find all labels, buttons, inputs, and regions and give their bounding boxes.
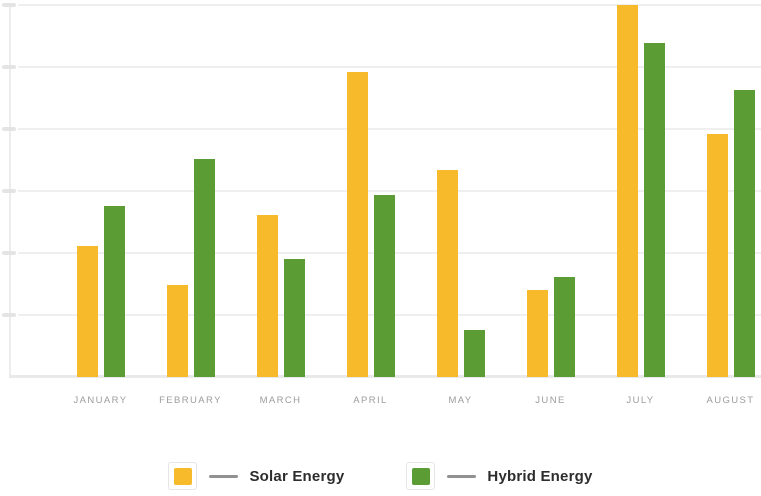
gridline: [18, 128, 761, 130]
bar-hybrid-energy-february[interactable]: [194, 159, 215, 377]
solar-energy-swatch-icon: [173, 467, 192, 485]
month-label-february: FEBRUARY: [159, 395, 222, 406]
month-label-may: MAY: [448, 395, 473, 406]
bar-solar-energy-july[interactable]: [617, 5, 638, 377]
bar-solar-energy-august[interactable]: [707, 134, 728, 377]
y-axis-tick: [2, 313, 16, 317]
y-axis-tick: [2, 189, 16, 193]
month-label-january: JANUARY: [73, 395, 128, 406]
legend-swatch-box: [406, 462, 436, 490]
legend-label: Hybrid Energy: [487, 467, 593, 485]
legend-label: Solar Energy: [249, 467, 345, 485]
month-label-july: JULY: [626, 395, 655, 406]
month-label-april: APRIL: [353, 395, 388, 406]
bar-solar-energy-june[interactable]: [527, 290, 548, 377]
bar-hybrid-energy-january[interactable]: [104, 206, 125, 377]
bar-solar-energy-april[interactable]: [347, 72, 368, 377]
bar-solar-energy-february[interactable]: [167, 285, 188, 377]
chart-legend: Solar Energy Hybrid Energy: [0, 462, 761, 490]
legend-swatch-box: [168, 462, 198, 490]
bar-hybrid-energy-august[interactable]: [734, 90, 755, 377]
y-axis-tick: [2, 3, 16, 7]
legend-dash-icon: [209, 474, 239, 478]
month-label-august: AUGUST: [706, 395, 755, 406]
y-axis-tick: [2, 127, 16, 131]
bar-hybrid-energy-june[interactable]: [554, 277, 575, 377]
bar-solar-energy-may[interactable]: [437, 170, 458, 377]
y-axis-tick: [2, 65, 16, 69]
legend-item-hybrid-energy[interactable]: Hybrid Energy: [406, 462, 592, 490]
bar-hybrid-energy-march[interactable]: [284, 259, 305, 377]
legend-item-solar-energy[interactable]: Solar Energy: [168, 462, 344, 490]
legend-dash-icon: [447, 474, 477, 478]
bar-solar-energy-march[interactable]: [257, 215, 278, 377]
hybrid-energy-swatch-icon: [411, 467, 430, 485]
bar-solar-energy-january[interactable]: [77, 246, 98, 377]
bar-hybrid-energy-may[interactable]: [464, 330, 485, 377]
gridline: [18, 190, 761, 192]
bar-hybrid-energy-april[interactable]: [374, 195, 395, 377]
y-axis-tick: [2, 251, 16, 255]
month-label-march: MARCH: [259, 395, 302, 406]
gridline: [18, 66, 761, 68]
gridline: [18, 4, 761, 6]
bar-hybrid-energy-july[interactable]: [644, 43, 665, 377]
month-label-june: JUNE: [535, 395, 566, 406]
